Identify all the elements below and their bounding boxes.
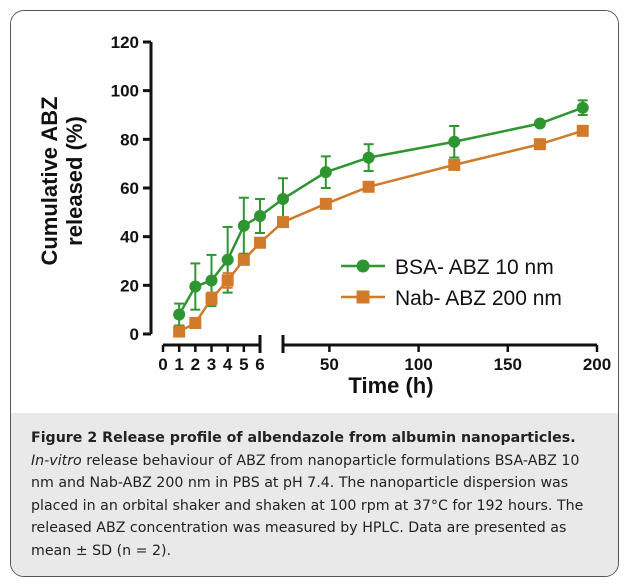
data-point xyxy=(319,166,332,179)
y-tick-label: 20 xyxy=(120,276,139,295)
y-axis-label-line2: released (%) xyxy=(62,116,87,246)
y-tick-label: 0 xyxy=(130,325,139,344)
chart-area: 0 20 40 60 80 100 120 0 1 2 3 4 5 6 50 100 150 200 BSA- A… xyxy=(11,11,618,413)
y-axis-label-line1: Cumulative ABZ xyxy=(37,96,62,265)
data-point xyxy=(319,197,332,210)
x-tick-label: 6 xyxy=(255,355,264,374)
data-point xyxy=(205,292,218,305)
data-point xyxy=(533,138,546,151)
data-point xyxy=(173,325,186,338)
data-point xyxy=(189,317,202,330)
data-point xyxy=(362,151,375,164)
legend-label: BSA- ABZ 10 nm xyxy=(395,256,554,279)
data-point xyxy=(576,124,589,137)
data-point xyxy=(448,135,461,148)
series-line xyxy=(178,106,584,316)
y-tick-label: 100 xyxy=(111,82,139,101)
figure-frame: 0 20 40 60 80 100 120 0 1 2 3 4 5 6 50 100 150 200 BSA- A… xyxy=(10,10,619,577)
x-tick-label: 3 xyxy=(207,355,216,374)
caption-title: Figure 2 Release profile of albendazole … xyxy=(31,430,576,446)
data-point xyxy=(362,180,375,193)
figure-caption: Figure 2 Release profile of albendazole … xyxy=(11,413,618,576)
legend-marker xyxy=(356,259,370,273)
y-tick-label: 60 xyxy=(120,179,139,198)
legend: BSA- ABZ 10 nm Nab- ABZ 200 nm xyxy=(341,256,562,310)
x-tick-label: 100 xyxy=(404,355,432,374)
legend-label: Nab- ABZ 200 nm xyxy=(395,287,562,310)
data-point xyxy=(189,280,202,293)
series-layer xyxy=(173,99,589,338)
caption-invitro: In-vitro xyxy=(31,452,82,469)
data-point xyxy=(237,219,250,232)
data-point xyxy=(277,216,289,229)
legend-item: BSA- ABZ 10 nm xyxy=(341,256,554,279)
data-point xyxy=(254,236,266,249)
y-tick-label: 120 xyxy=(111,33,139,52)
series-nab-abz xyxy=(173,124,589,338)
caption-body: release behaviour of ABZ from nanopartic… xyxy=(31,452,584,559)
x-tick-label: 5 xyxy=(239,355,248,374)
y-tick-label: 40 xyxy=(120,228,139,247)
data-point xyxy=(254,209,266,222)
x-tick-label: 50 xyxy=(320,355,339,374)
data-point xyxy=(237,253,250,266)
data-point xyxy=(221,274,234,287)
data-point xyxy=(221,253,234,266)
legend-item: Nab- ABZ 200 nm xyxy=(341,287,562,310)
x-tick-label: 200 xyxy=(583,355,611,374)
x-tick-label: 0 xyxy=(158,355,167,374)
x-tick-label: 1 xyxy=(174,355,183,374)
y-tick-label: 80 xyxy=(120,130,139,149)
x-axis-label: Time (h) xyxy=(348,373,433,398)
legend-marker xyxy=(356,290,370,304)
data-point xyxy=(448,158,461,171)
data-point xyxy=(277,192,289,205)
x-tick-label: 150 xyxy=(494,355,522,374)
series-bsa-abz xyxy=(173,99,589,327)
data-point xyxy=(533,117,546,130)
data-point xyxy=(205,274,218,287)
x-tick-label: 2 xyxy=(191,355,200,374)
data-point xyxy=(576,101,589,114)
data-point xyxy=(173,308,186,321)
x-tick-label: 4 xyxy=(223,355,233,374)
